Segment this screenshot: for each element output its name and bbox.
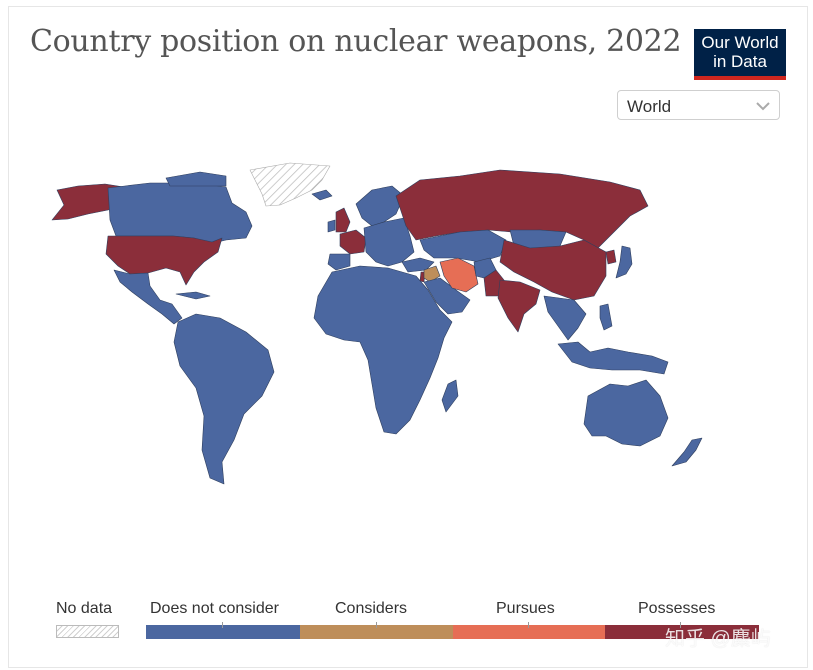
legend-tick [222, 622, 223, 628]
legend-tick [376, 622, 377, 628]
france-region [339, 229, 367, 255]
mexico-region [113, 269, 183, 325]
legend-label-pursues: Pursues [496, 600, 555, 617]
europe-region [363, 217, 415, 267]
owid-logo[interactable]: Our World in Data [694, 29, 786, 80]
scandinavia-region [355, 185, 405, 227]
new-zealand-region [671, 437, 703, 467]
legend-swatch-does-not-consider[interactable] [146, 625, 300, 639]
greenland-region [249, 162, 331, 207]
legend-tick [680, 622, 681, 628]
iberia-region [327, 253, 351, 271]
world-map[interactable] [48, 158, 748, 498]
chart-title: Country position on nuclear weapons, 202… [30, 24, 682, 59]
usa-region [105, 235, 223, 286]
southeast-asia-region [543, 295, 587, 341]
indonesia-region [557, 341, 669, 375]
legend-tick [528, 622, 529, 628]
ireland-region [327, 219, 336, 233]
arabia-region [423, 277, 471, 315]
philippines-region [599, 303, 613, 331]
legend-swatch-pursues[interactable] [453, 625, 605, 639]
madagascar-region [441, 379, 459, 413]
south-america-region [173, 313, 275, 485]
north-korea-region [605, 249, 617, 265]
watermark: 知乎 @麋屿 [665, 628, 771, 650]
japan-region [615, 245, 633, 279]
chevron-down-icon [756, 102, 770, 111]
china-region [499, 239, 607, 301]
region-selector[interactable]: World [617, 90, 780, 120]
legend-swatch-possesses[interactable] [605, 625, 759, 639]
legend-label-does-not-consider: Does not consider [150, 600, 279, 617]
india-region [497, 279, 541, 333]
legend-label-considers: Considers [335, 600, 408, 617]
africa-region [313, 265, 453, 435]
legend-swatch-no-data[interactable] [56, 625, 119, 638]
cuba-region [175, 291, 211, 300]
iran-region [439, 257, 479, 293]
canada-islands-region [165, 171, 227, 187]
region-selector-value: World [627, 97, 672, 116]
logo-line-1: Our World [701, 33, 779, 52]
turkey-region [401, 257, 435, 273]
legend-swatch-considers[interactable] [300, 625, 453, 639]
uk-region [335, 207, 351, 233]
australia-region [583, 379, 669, 447]
canada-region [107, 182, 253, 245]
legend-label-possesses: Possesses [638, 600, 716, 617]
legend-label-no-data: No data [56, 600, 113, 617]
logo-line-2: in Data [713, 52, 767, 71]
iceland-region [311, 189, 333, 201]
